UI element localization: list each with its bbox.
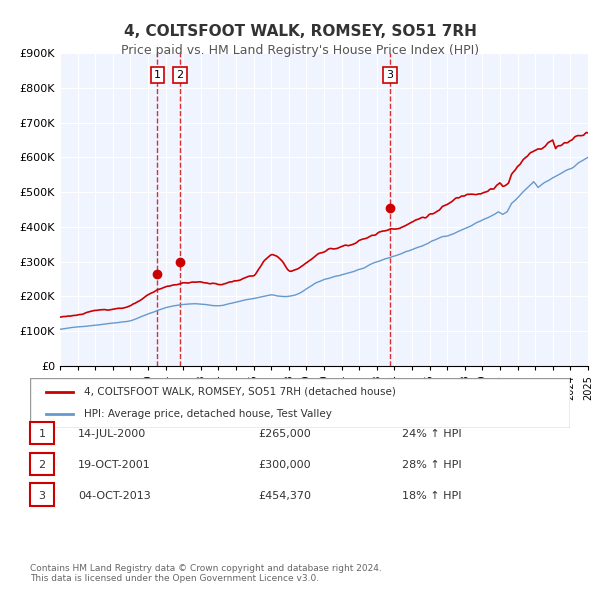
Text: 4, COLTSFOOT WALK, ROMSEY, SO51 7RH: 4, COLTSFOOT WALK, ROMSEY, SO51 7RH bbox=[124, 24, 476, 38]
Text: 04-OCT-2013: 04-OCT-2013 bbox=[78, 491, 151, 500]
Text: 28% ↑ HPI: 28% ↑ HPI bbox=[402, 460, 461, 470]
Text: 1: 1 bbox=[38, 430, 46, 439]
Text: 14-JUL-2000: 14-JUL-2000 bbox=[78, 430, 146, 439]
Text: 2: 2 bbox=[176, 70, 183, 80]
Text: Price paid vs. HM Land Registry's House Price Index (HPI): Price paid vs. HM Land Registry's House … bbox=[121, 44, 479, 57]
Text: HPI: Average price, detached house, Test Valley: HPI: Average price, detached house, Test… bbox=[84, 409, 332, 419]
FancyBboxPatch shape bbox=[30, 378, 570, 428]
Text: £454,370: £454,370 bbox=[258, 491, 311, 500]
Text: This data is licensed under the Open Government Licence v3.0.: This data is licensed under the Open Gov… bbox=[30, 574, 319, 583]
Text: 3: 3 bbox=[386, 70, 394, 80]
Text: £300,000: £300,000 bbox=[258, 460, 311, 470]
Text: 19-OCT-2001: 19-OCT-2001 bbox=[78, 460, 151, 470]
Text: 18% ↑ HPI: 18% ↑ HPI bbox=[402, 491, 461, 500]
Text: 2: 2 bbox=[38, 460, 46, 470]
Text: 4, COLTSFOOT WALK, ROMSEY, SO51 7RH (detached house): 4, COLTSFOOT WALK, ROMSEY, SO51 7RH (det… bbox=[84, 386, 396, 396]
Text: Contains HM Land Registry data © Crown copyright and database right 2024.: Contains HM Land Registry data © Crown c… bbox=[30, 565, 382, 573]
Text: 1: 1 bbox=[154, 70, 161, 80]
Text: 24% ↑ HPI: 24% ↑ HPI bbox=[402, 430, 461, 439]
Text: £265,000: £265,000 bbox=[258, 430, 311, 439]
Text: 3: 3 bbox=[38, 491, 46, 500]
